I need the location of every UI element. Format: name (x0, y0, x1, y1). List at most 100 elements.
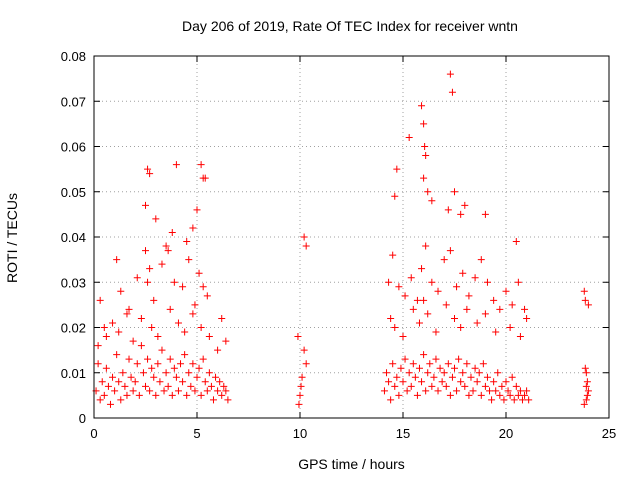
data-point (521, 305, 529, 313)
y-tick-label: 0.03 (61, 275, 86, 290)
data-point (197, 391, 205, 399)
data-point (512, 238, 520, 246)
data-point (218, 391, 226, 399)
data-point (451, 364, 458, 372)
data-point (119, 369, 127, 377)
data-point (189, 360, 197, 368)
data-point (127, 373, 135, 381)
data-point (424, 188, 432, 196)
data-point (440, 256, 448, 264)
data-point (144, 355, 152, 363)
data-point (453, 387, 461, 395)
x-tick-label: 10 (293, 426, 307, 441)
data-point (199, 355, 207, 363)
y-tick-label: 0.01 (61, 366, 86, 381)
data-point (584, 301, 592, 309)
data-point (510, 396, 518, 404)
y-tick-label: 0.07 (61, 94, 86, 109)
data-point (170, 364, 178, 372)
data-point (152, 391, 160, 399)
data-point (183, 238, 191, 246)
data-point (154, 360, 162, 368)
data-point (434, 287, 442, 295)
data-point (440, 369, 448, 377)
data-point (297, 382, 305, 390)
data-point (488, 396, 496, 404)
data-point (148, 364, 156, 372)
x-tick-label: 15 (396, 426, 410, 441)
data-point (582, 369, 590, 377)
grid-lines (94, 56, 609, 418)
data-point (168, 228, 176, 236)
x-tick-label: 0 (90, 426, 97, 441)
data-point (222, 387, 230, 395)
data-point (490, 378, 498, 386)
data-point (461, 201, 469, 209)
data-point (201, 378, 209, 386)
data-point (580, 400, 588, 408)
data-point (399, 333, 407, 341)
data-point (457, 324, 465, 331)
data-point (415, 319, 423, 327)
data-point (405, 369, 413, 377)
data-point (428, 278, 436, 286)
y-tick-label: 0 (79, 411, 86, 426)
data-point (475, 369, 483, 377)
data-point (420, 351, 428, 359)
data-point (502, 287, 510, 295)
data-point (158, 260, 166, 268)
data-point (294, 333, 302, 341)
data-point (220, 382, 228, 390)
data-point (459, 369, 467, 377)
data-point (471, 364, 479, 372)
data-point (457, 210, 465, 218)
data-point (422, 242, 430, 250)
data-point (442, 301, 450, 309)
data-point (438, 378, 446, 386)
data-point (146, 265, 154, 273)
data-point (461, 382, 469, 390)
data-point (148, 324, 156, 331)
data-point (581, 296, 589, 304)
data-point (477, 256, 485, 264)
data-point (483, 278, 491, 286)
data-point (115, 378, 123, 386)
data-point (581, 364, 589, 372)
data-point (216, 378, 224, 386)
data-point (463, 360, 471, 368)
data-point (486, 387, 494, 395)
data-point (185, 369, 193, 377)
data-point (385, 378, 393, 386)
data-point (142, 382, 149, 390)
data-point (139, 369, 147, 377)
data-point (197, 324, 205, 331)
data-point (214, 387, 222, 395)
y-tick-label: 0.05 (61, 185, 86, 200)
data-point (181, 351, 189, 359)
data-point (179, 283, 187, 291)
data-point (523, 387, 531, 395)
data-point (393, 165, 401, 173)
data-point (146, 387, 154, 395)
data-point (418, 378, 426, 386)
data-point (389, 360, 397, 368)
data-point (212, 373, 220, 381)
data-point (179, 378, 187, 386)
data-point (172, 161, 180, 169)
data-point (100, 391, 108, 399)
data-point (504, 387, 512, 395)
plot-frame (93, 55, 610, 419)
data-point (177, 360, 185, 368)
data-point (471, 274, 479, 282)
y-tick-label: 0.06 (61, 140, 86, 155)
data-point (300, 233, 308, 241)
data-point (187, 382, 195, 390)
data-point (457, 378, 465, 386)
data-point (444, 360, 452, 368)
data-point (195, 269, 203, 277)
data-point (483, 373, 491, 381)
data-point (481, 310, 489, 318)
data-point (409, 305, 417, 313)
data-point (506, 391, 514, 399)
data-point (158, 346, 166, 354)
